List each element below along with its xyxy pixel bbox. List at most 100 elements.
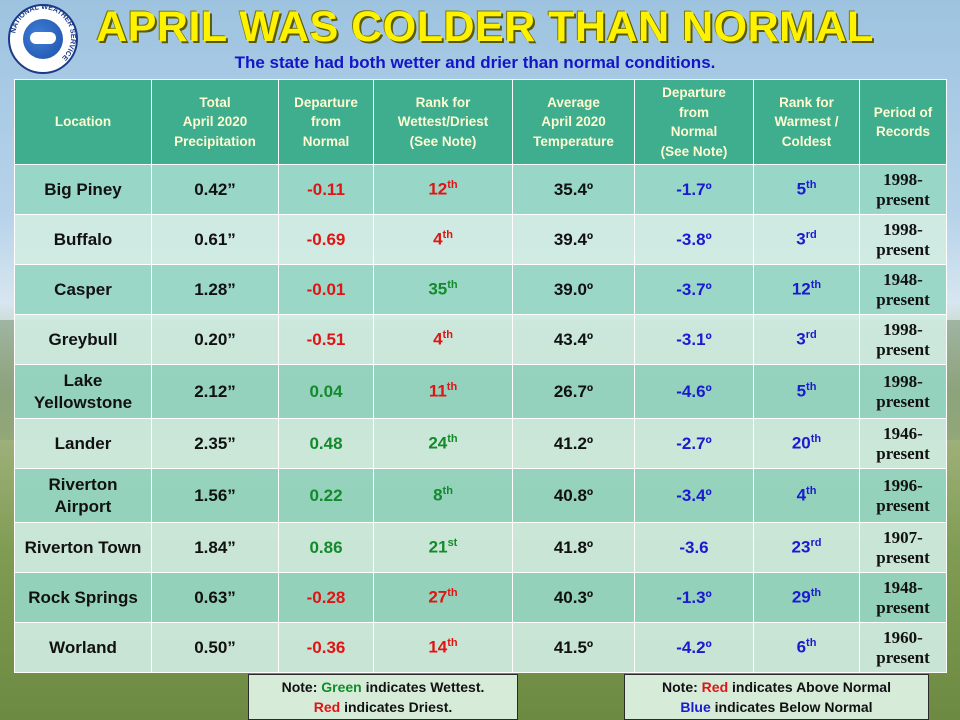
cell-precip-departure: -0.69: [278, 214, 374, 265]
cell-precip-rank: 4th: [373, 314, 513, 365]
cell-precip: 0.20”: [151, 314, 279, 365]
svg-text:NATIONAL WEATHER SERVICE: NATIONAL WEATHER SERVICE: [8, 2, 78, 63]
table-row: Big Piney 0.42” -0.11 12th 35.4º -1.7º 5th 1998…: [14, 164, 947, 215]
climate-table: Location Total April 2020 Precipitation De…: [14, 79, 947, 673]
cell-precip-rank: 8th: [373, 468, 513, 523]
cell-temp: 41.2º: [512, 418, 635, 469]
cell-temp: 26.7º: [512, 364, 635, 419]
cell-temp-rank: 3rd: [753, 314, 860, 365]
cell-location: Riverton Airport: [14, 468, 152, 523]
cell-period: 1907- present: [859, 522, 947, 573]
cell-period: 1998- present: [859, 214, 947, 265]
cell-temp-rank: 5th: [753, 164, 860, 215]
header-precip-rank: Rank for Wettest/Driest (See Note): [373, 79, 513, 165]
cell-location: Greybull: [14, 314, 152, 365]
cell-temp-departure: -3.8º: [634, 214, 754, 265]
cell-temp-rank: 23rd: [753, 522, 860, 573]
cell-precip: 0.61”: [151, 214, 279, 265]
cell-location: Buffalo: [14, 214, 152, 265]
cell-temp: 35.4º: [512, 164, 635, 215]
cell-location: Casper: [14, 264, 152, 315]
cell-period: 1998- present: [859, 314, 947, 365]
cloud-icon: [30, 32, 56, 44]
table-row: Greybull 0.20” -0.51 4th 43.4º -3.1º 3rd 1998- p…: [14, 314, 947, 365]
table-row: Lake Yellowstone 2.12” 0.04 11th 26.7º -4.6º 5t…: [14, 364, 947, 419]
cell-temp-rank: 3rd: [753, 214, 860, 265]
cell-temp-departure: -3.1º: [634, 314, 754, 365]
cell-temp-rank: 6th: [753, 622, 860, 673]
table-row: Riverton Town 1.84” 0.86 21st 41.8º -3.6 23rd 1…: [14, 522, 947, 573]
cell-precip: 0.50”: [151, 622, 279, 673]
cell-temp-departure: -1.7º: [634, 164, 754, 215]
cell-period: 1948- present: [859, 264, 947, 315]
cell-precip-departure: 0.22: [278, 468, 374, 523]
cell-precip-departure: -0.11: [278, 164, 374, 215]
table-row: Riverton Airport 1.56” 0.22 8th 40.8º -3.4º 4th…: [14, 468, 947, 523]
cell-temp-departure: -1.3º: [634, 572, 754, 623]
cell-temp-departure: -2.7º: [634, 418, 754, 469]
cell-precip-departure: -0.01: [278, 264, 374, 315]
cell-location: Lake Yellowstone: [14, 364, 152, 419]
cell-precip-rank: 14th: [373, 622, 513, 673]
header-temp-departure: Departure from Normal (See Note): [634, 79, 754, 165]
cell-precip-rank: 4th: [373, 214, 513, 265]
cell-precip: 1.84”: [151, 522, 279, 573]
cell-precip-departure: 0.48: [278, 418, 374, 469]
cell-temp: 39.0º: [512, 264, 635, 315]
header-precip-departure: Departure from Normal: [278, 79, 374, 165]
cell-temp: 41.8º: [512, 522, 635, 573]
cell-temp-rank: 20th: [753, 418, 860, 469]
cell-precip: 2.35”: [151, 418, 279, 469]
cell-period: 1998- present: [859, 164, 947, 215]
cell-temp: 40.8º: [512, 468, 635, 523]
cell-temp: 43.4º: [512, 314, 635, 365]
cell-precip: 2.12”: [151, 364, 279, 419]
cell-location: Riverton Town: [14, 522, 152, 573]
cell-temp-departure: -4.6º: [634, 364, 754, 419]
page-subtitle: The state had both wetter and drier than…: [234, 53, 716, 72]
cell-location: Big Piney: [14, 164, 152, 215]
cell-temp: 40.3º: [512, 572, 635, 623]
cell-precip-rank: 12th: [373, 164, 513, 215]
header-period: Period of Records: [859, 79, 947, 165]
cell-temp-departure: -3.4º: [634, 468, 754, 523]
cell-precip-departure: -0.51: [278, 314, 374, 365]
cell-temp-rank: 12th: [753, 264, 860, 315]
table-row: Casper 1.28” -0.01 35th 39.0º -3.7º 12th 1948- p…: [14, 264, 947, 315]
cell-temp-rank: 4th: [753, 468, 860, 523]
table-row: Rock Springs 0.63” -0.28 27th 40.3º -1.3º 29th…: [14, 572, 947, 623]
cell-period: 1998- present: [859, 364, 947, 419]
cell-location: Rock Springs: [14, 572, 152, 623]
cell-period: 1996- present: [859, 468, 947, 523]
cell-precip-departure: 0.04: [278, 364, 374, 419]
nws-logo-ring-text: NATIONAL WEATHER SERVICE: [8, 2, 78, 63]
cell-precip: 0.63”: [151, 572, 279, 623]
table-header-row: Location Total April 2020 Precipitation De…: [14, 79, 947, 165]
cell-location: Worland: [14, 622, 152, 673]
cell-precip: 0.42”: [151, 164, 279, 215]
header-precip: Total April 2020 Precipitation: [151, 79, 279, 165]
cell-precip-rank: 27th: [373, 572, 513, 623]
logo-text: NATIONAL WEATHER SERVICE: [8, 2, 78, 63]
cell-precip-departure: -0.28: [278, 572, 374, 623]
table-row: Lander 2.35” 0.48 24th 41.2º -2.7º 20th 1946- pr…: [14, 418, 947, 469]
table-row: Buffalo 0.61” -0.69 4th 39.4º -3.8º 3rd 1998- pr…: [14, 214, 947, 265]
cell-temp-departure: -3.7º: [634, 264, 754, 315]
cell-temp-rank: 29th: [753, 572, 860, 623]
note-precipitation: Note: Green indicates Wettest. Red indic…: [248, 674, 518, 720]
cell-temp-departure: -3.6: [634, 522, 754, 573]
cell-precip: 1.28”: [151, 264, 279, 315]
cell-period: 1960- present: [859, 622, 947, 673]
cell-period: 1948- present: [859, 572, 947, 623]
cell-precip-rank: 21st: [373, 522, 513, 573]
cell-precip-departure: 0.86: [278, 522, 374, 573]
note-temperature: Note: Red indicates Above Normal Blue in…: [624, 674, 929, 720]
cell-temp: 41.5º: [512, 622, 635, 673]
table-row: Worland 0.50” -0.36 14th 41.5º -4.2º 6th 1960- p…: [14, 622, 947, 673]
page-title: APRIL WAS COLDER THAN NORMAL: [96, 3, 874, 51]
cell-precip-rank: 35th: [373, 264, 513, 315]
cell-precip-rank: 24th: [373, 418, 513, 469]
header-temp: Average April 2020 Temperature: [512, 79, 635, 165]
header-temp-rank: Rank for Warmest / Coldest: [753, 79, 860, 165]
cell-temp: 39.4º: [512, 214, 635, 265]
